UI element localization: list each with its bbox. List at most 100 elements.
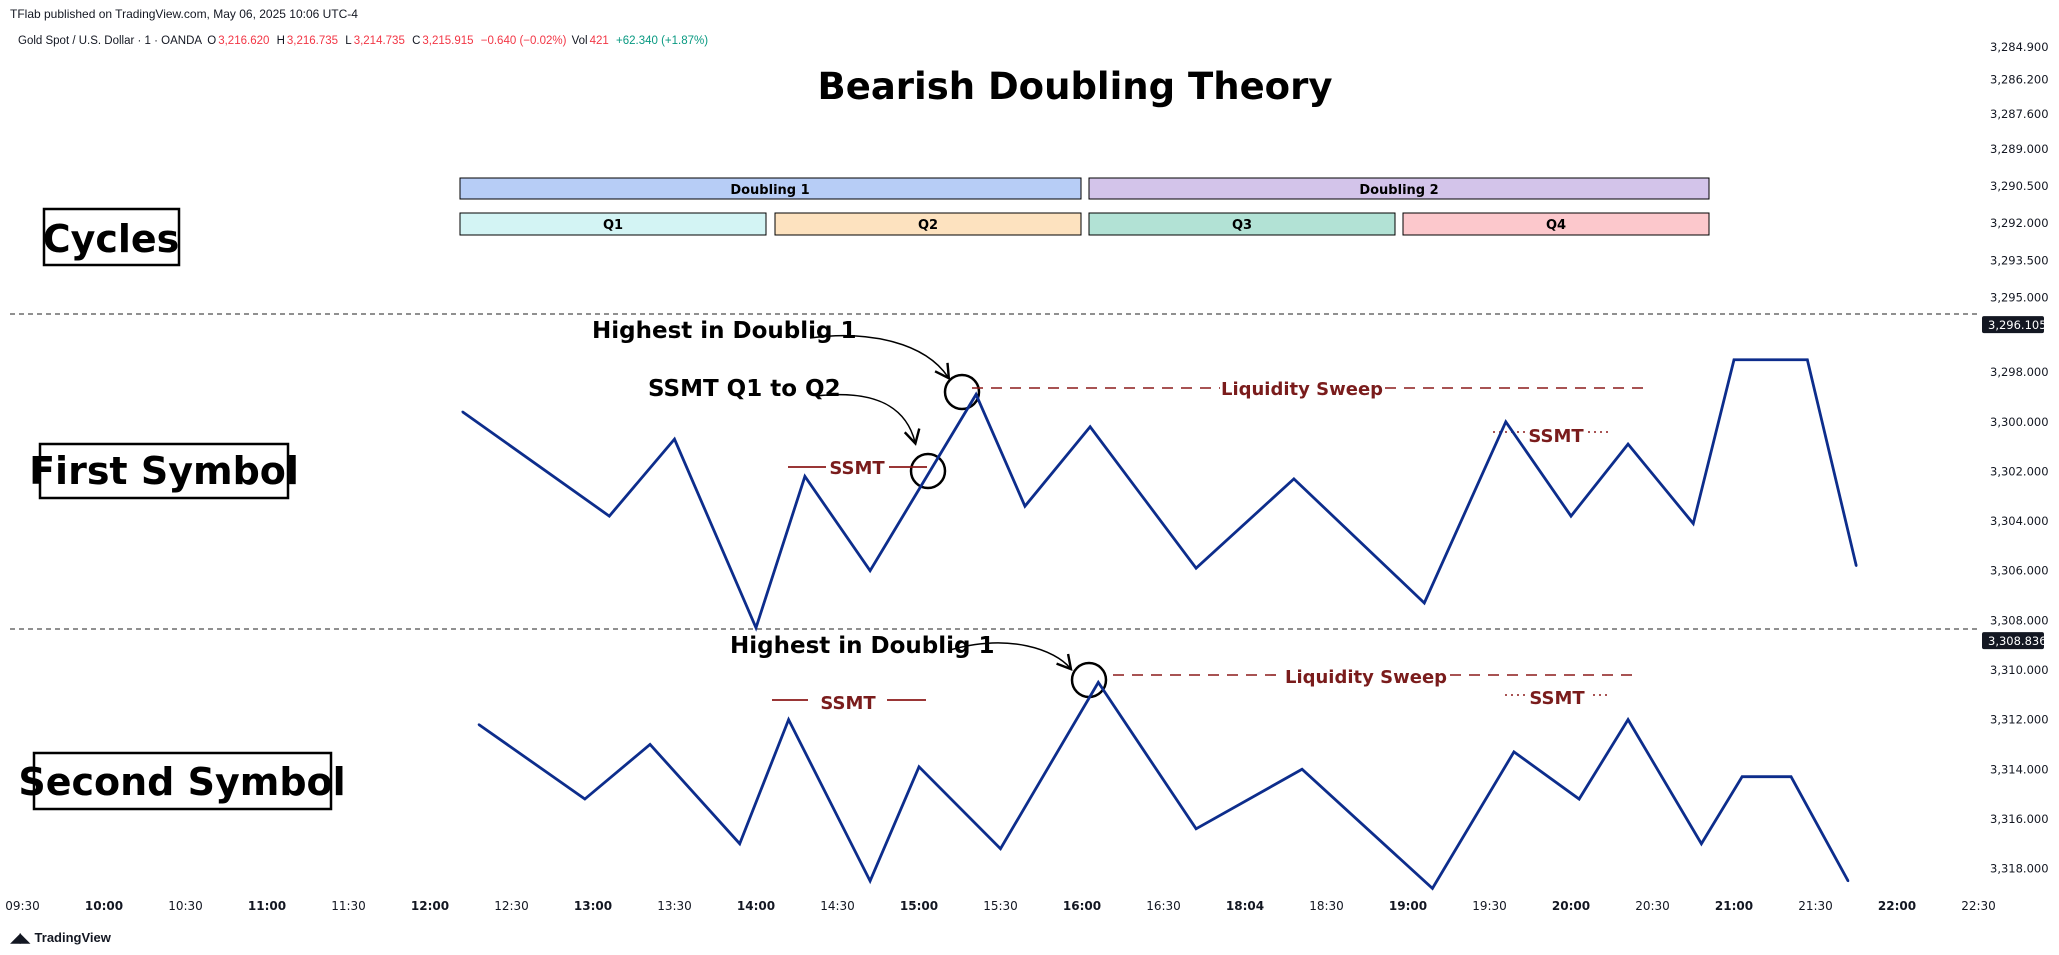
doubling-2-label: Doubling 2 [1359,183,1438,198]
time-tick-label: 12:30 [494,899,529,913]
price-tick-label: 3,293.500 [1990,253,2049,267]
price-tick-label: 3,289.000 [1990,142,2049,156]
time-tick-label: 12:00 [411,899,449,913]
series-point-panel-1 [803,475,807,478]
series-point-panel-1 [461,410,464,414]
ohlc-low: L 3,214.735 [345,35,405,47]
price-axis[interactable]: 3,284.900 3,286.200 3,287.600 3,289.000 3,29… [1982,40,2049,876]
price-tick-label: 3,306.000 [1990,564,2049,578]
series-point-panel-1 [1194,567,1198,570]
ssmt-circle [909,452,947,490]
highest-arrow-2 [949,642,1073,672]
liquidity-sweep-label-2: Liquidity Sweep [1285,667,1447,688]
series-group [461,358,1858,891]
time-tick-label: 21:30 [1798,899,1833,913]
series-point-panel-1 [1806,358,1809,361]
time-tick-label: 22:00 [1878,899,1916,913]
time-tick-label: 16:30 [1146,899,1181,913]
series-point-panel-1 [868,569,872,572]
time-axis[interactable]: 09:30 10:00 10:30 11:00 11:30 12:00 12:30 13:00… [5,899,1996,913]
price-tick-label: 3,308.000 [1990,613,2049,627]
price-tick-label: 3,302.000 [1990,464,2049,478]
time-tick-label: 19:30 [1472,899,1507,913]
price-tick-label: 3,318.000 [1990,862,2049,876]
published-by-text: TFlab published on TradingView.com, May … [10,7,358,21]
time-tick-label: 14:00 [737,899,775,913]
tradingview-logo[interactable]: ◢◣ TradingView [10,929,111,946]
time-tick-label: 09:30 [5,899,40,913]
ohlc-high: H 3,216.735 [276,35,339,47]
series-point-panel-2 [1300,768,1304,771]
q4-bar [1402,212,1710,236]
panel-2-annotations: Highest in Doublig 1 SSMT Liquidity Swee… [730,633,1635,714]
series-point-panel-1 [673,437,676,441]
price-badge [1982,316,2044,334]
series-point-panel-2 [738,842,741,845]
price-tick-label: 3,287.600 [1990,107,2049,121]
time-tick-label: 18:30 [1309,899,1344,913]
price-tick-label: 3,290.500 [1990,179,2049,193]
series-point-panel-2 [868,879,872,883]
time-tick-label: 13:00 [574,899,612,913]
series-point-panel-1 [1855,564,1858,567]
doubling-1-label: Doubling 1 [730,183,809,198]
first-symbol-label-box [38,442,290,500]
series-point-panel-1 [1692,522,1695,525]
price-badge-label: 3,296.105 [1988,318,2047,332]
highest-arrow [809,335,951,381]
highest-in-doubling-1-label: Highest in Doublig 1 [592,318,857,344]
second-symbol-label-box [32,751,333,811]
series-point-panel-2 [1097,681,1100,684]
time-tick-label: 14:30 [820,899,855,913]
liquidity-sweep-label: Liquidity Sweep [1221,379,1383,400]
doubling-2-bar [1088,177,1710,200]
q3-label: Q3 [1232,218,1252,233]
series-point-panel-2 [1700,842,1703,845]
series-point-panel-2 [1740,775,1744,778]
highest-circle [943,373,981,411]
ssmt-label: SSMT [829,458,885,479]
time-tick-label: 22:30 [1961,899,1996,913]
time-tick-label: 11:30 [331,899,366,913]
tradingview-brand: TradingView [34,930,111,945]
price-tick-label: 3,304.000 [1990,514,2049,528]
ssmt-q1-q2-label: SSMT Q1 to Q2 [648,376,841,402]
price-tick-label: 3,298.000 [1990,365,2049,379]
ssmt-q1-q2-arrow [815,393,921,446]
series-point-panel-2 [1512,750,1516,754]
price-tick-label: 3,310.000 [1990,663,2049,677]
series-line-panel-2[interactable] [478,679,1850,891]
time-tick-label: 18:04 [1226,899,1264,913]
price-tick-label: 3,284.900 [1990,40,2049,54]
series-point-panel-2 [648,743,652,746]
price-badge [1982,632,2044,650]
time-tick-label: 21:00 [1715,899,1753,913]
time-tick-label: 19:00 [1389,899,1427,913]
q1-label: Q1 [603,218,623,233]
time-tick-label: 15:00 [900,899,938,913]
tradingview-logo-icon: ◢◣ [10,929,31,945]
price-tick-label: 3,300.000 [1990,415,2049,429]
symbol-name[interactable]: Gold Spot / U.S. Dollar · 1 · OANDA [18,35,203,47]
time-tick-label: 15:30 [983,899,1018,913]
highest-circle-2 [1070,661,1108,699]
symbol-legend: Gold Spot / U.S. Dollar · 1 · OANDA O 3,2… [18,35,710,47]
time-tick-label: 13:30 [657,899,692,913]
series-point-panel-1 [754,626,758,629]
ohlc-open: O 3,216.620 [207,35,270,47]
time-tick-label: 16:00 [1063,899,1101,913]
series-point-panel-2 [1789,775,1793,778]
price-tick-label: 3,286.200 [1990,72,2049,86]
series-point-panel-1 [1626,442,1630,446]
cycles-label-box [42,207,181,267]
highest-in-doubling-1-label-2: Highest in Doublig 1 [730,633,995,659]
q2-label: Q2 [918,218,938,233]
series-point-panel-1 [608,514,611,518]
series-point-panel-2 [999,847,1002,850]
series-point-panel-2 [1626,718,1630,721]
series-point-panel-2 [1846,879,1850,883]
q3-bar [1088,212,1396,236]
time-tick-label: 10:30 [168,899,203,913]
panel-1-annotations: Highest in Doublig 1 SSMT Q1 to Q2 SSMT … [592,318,1643,490]
